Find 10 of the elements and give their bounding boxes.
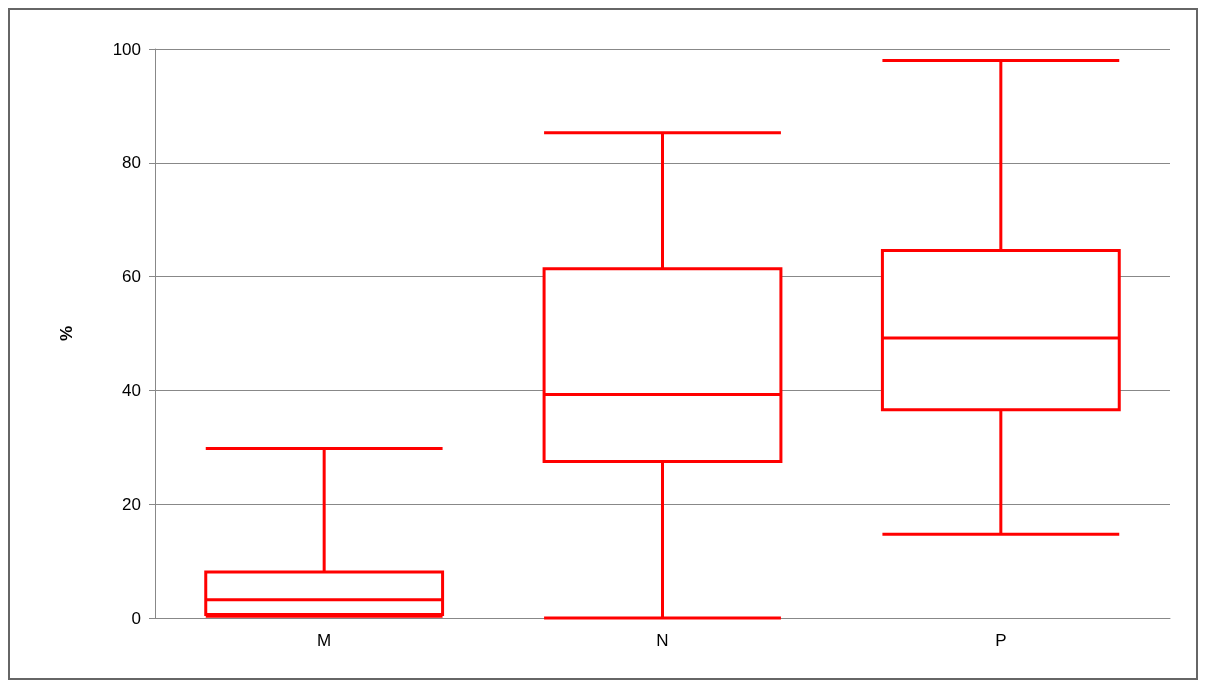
x-tick-label: N [656,631,669,650]
y-tick-label: 100 [112,39,141,59]
y-tick-label: 80 [122,153,141,173]
y-tick-label: 0 [131,608,141,628]
x-tick-label: P [995,631,1007,650]
y-tick-label: 60 [122,267,141,287]
y-tick-label: 40 [122,380,141,400]
y-axis-title: % [57,325,76,342]
x-tick-label: M [317,631,332,650]
y-tick-label: 20 [122,494,141,514]
